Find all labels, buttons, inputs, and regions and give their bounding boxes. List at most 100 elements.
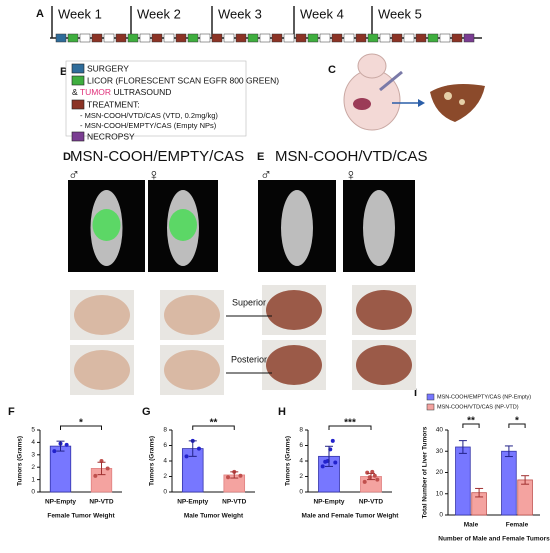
x-axis-label: Number of Male and Female Tumors — [438, 536, 550, 543]
x-axis-label: Female Tumor Weight — [47, 513, 115, 520]
y-tick-label: 4 — [163, 458, 167, 465]
panel-label: I — [414, 387, 417, 399]
legend-text: TREATMENT: — [87, 99, 140, 109]
timeline-square — [355, 33, 367, 43]
y-axis-label: Tumors (Grams) — [285, 436, 292, 486]
x-tick-label: NP-Empty — [177, 499, 208, 506]
liver-image — [164, 350, 220, 390]
x-axis-label: Male and Female Tumor Weight — [302, 513, 400, 520]
data-point — [226, 475, 231, 480]
timeline-square — [295, 33, 307, 43]
legend-text: LICOR (FLORESCENT SCAN EGFR 800 GREEN) — [87, 75, 279, 85]
data-point — [238, 473, 243, 478]
timeline-square — [283, 33, 295, 43]
y-tick-label: 10 — [436, 490, 444, 497]
legend-text: - MSN-COOH/EMPTY/CAS (Empty NPs) — [80, 121, 217, 130]
liver-image — [74, 350, 130, 390]
panel-title: MSN-COOH/VTD/CAS — [275, 148, 428, 165]
timeline-square — [235, 33, 247, 43]
y-tick-label: 20 — [436, 469, 444, 476]
data-point — [196, 446, 201, 451]
liver-image — [266, 290, 322, 330]
week-label: Week 4 — [300, 6, 344, 21]
mouse-image — [281, 190, 313, 266]
timeline: Week 1 Week 2 Week 3 Week 4 Week 5 — [50, 6, 482, 43]
week-label: Week 2 — [137, 6, 181, 21]
timeline-square — [79, 33, 91, 43]
timeline-square — [451, 33, 463, 43]
timeline-square — [199, 33, 211, 43]
significance-bracket — [508, 423, 526, 428]
y-tick-label: 40 — [436, 427, 444, 434]
legend-box — [65, 60, 247, 137]
mouse-image — [363, 190, 395, 266]
x-tick-label: NP-VTD — [359, 499, 384, 506]
legend-text: ULTRASOUND — [113, 87, 171, 97]
x-tick-label: NP-Empty — [313, 499, 344, 506]
significance-label: * — [515, 416, 519, 427]
significance-label: *** — [344, 418, 356, 429]
timeline-square — [367, 33, 379, 43]
y-tick-label: 3 — [31, 452, 35, 459]
y-tick-label: 4 — [299, 458, 303, 465]
significance-label: ** — [210, 418, 218, 429]
week-label: Week 1 — [58, 6, 102, 21]
timeline-square — [115, 33, 127, 43]
timeline-square — [151, 33, 163, 43]
panel-label: C — [328, 64, 336, 76]
data-point — [330, 438, 335, 443]
data-point — [105, 466, 110, 471]
timeline-square — [271, 33, 283, 43]
swatch-surgery — [71, 63, 85, 74]
timeline-square — [223, 33, 235, 43]
significance-bracket — [328, 425, 372, 430]
y-tick-label: 8 — [299, 427, 303, 434]
legend-text: SURGERY — [87, 63, 129, 73]
y-axis-label: Tumors (Grams) — [149, 436, 156, 486]
y-axis-label: Tumors (Grams) — [17, 436, 24, 486]
x-tick-label: NP-Empty — [45, 499, 76, 506]
legend-text-highlight: TUMOR — [80, 87, 111, 97]
legend-swatch — [426, 403, 435, 411]
mouse-liver — [353, 98, 371, 110]
liver-image — [356, 345, 412, 385]
y-tick-label: 0 — [163, 489, 167, 496]
fluorescence — [92, 209, 121, 241]
sex-symbol: ♂ — [260, 167, 272, 184]
y-axis-label: Total Number of Liver Tumors — [422, 426, 429, 518]
legend-text: & TUMOR ULTRASOUND — [72, 87, 171, 97]
tumor-drawing — [444, 92, 452, 100]
y-tick-label: 30 — [436, 448, 444, 455]
protocol-legend: SURGERY LICOR (FLORESCENT SCAN EGFR 800 … — [65, 60, 279, 142]
photos — [68, 180, 416, 395]
timeline-square — [247, 33, 259, 43]
data-point — [372, 473, 377, 478]
swatch-necropsy — [71, 131, 85, 142]
data-point — [184, 454, 189, 459]
data-point — [375, 477, 380, 482]
data-point — [93, 473, 98, 478]
y-tick-label: 8 — [163, 427, 167, 434]
data-point — [320, 464, 325, 469]
liver-drawing — [430, 84, 485, 122]
view-label: Posterior — [231, 354, 267, 364]
timeline-square — [67, 33, 79, 43]
liver-image — [164, 295, 220, 335]
data-point — [333, 460, 338, 465]
data-point — [362, 479, 367, 484]
panel-label: G — [142, 406, 151, 418]
timeline-square — [139, 33, 151, 43]
legend-text: & — [72, 87, 78, 97]
swatch-licor — [71, 75, 85, 86]
panel-label: D — [63, 151, 71, 163]
timeline-square — [331, 33, 343, 43]
legend-label: MSN-COOH/VTD/CAS (NP-VTD) — [437, 404, 519, 410]
significance-bracket — [192, 425, 235, 430]
legend-label: MSN-COOH/EMPTY/CAS (NP-Empty) — [437, 394, 531, 400]
x-tick-label: Male — [464, 522, 479, 529]
timeline-square — [307, 33, 319, 43]
panel-title: MSN-COOH/EMPTY/CAS — [70, 148, 244, 165]
timeline-square — [91, 33, 103, 43]
panel-label: F — [8, 406, 15, 418]
